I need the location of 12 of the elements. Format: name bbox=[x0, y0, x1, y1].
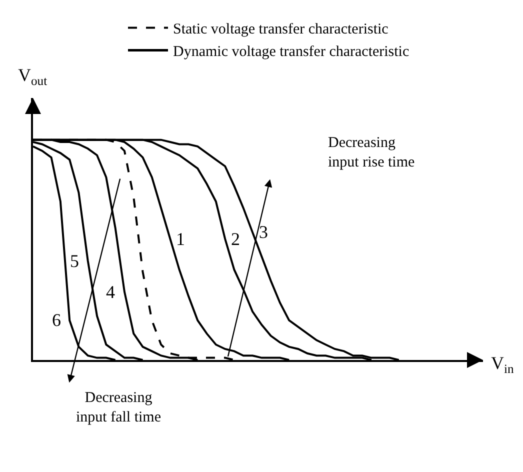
series-label: 1 bbox=[176, 229, 185, 249]
legend-label: Static voltage transfer characteristic bbox=[173, 22, 389, 38]
text: Dynamic voltage transfer characteristic bbox=[173, 44, 410, 60]
series-label: 2 bbox=[231, 229, 240, 249]
x-axis-title: V$_{in}$ bbox=[491, 353, 514, 376]
series-label: 5 bbox=[70, 251, 79, 271]
series-label: 6 bbox=[52, 310, 61, 330]
annotation: Decreasing input rise time bbox=[328, 135, 415, 170]
y-axis-title: V$_{out}$ bbox=[18, 65, 48, 88]
series-label: 4 bbox=[106, 282, 115, 302]
text: Decreasing input fall time bbox=[76, 390, 162, 426]
series-label: 3 bbox=[259, 222, 268, 242]
